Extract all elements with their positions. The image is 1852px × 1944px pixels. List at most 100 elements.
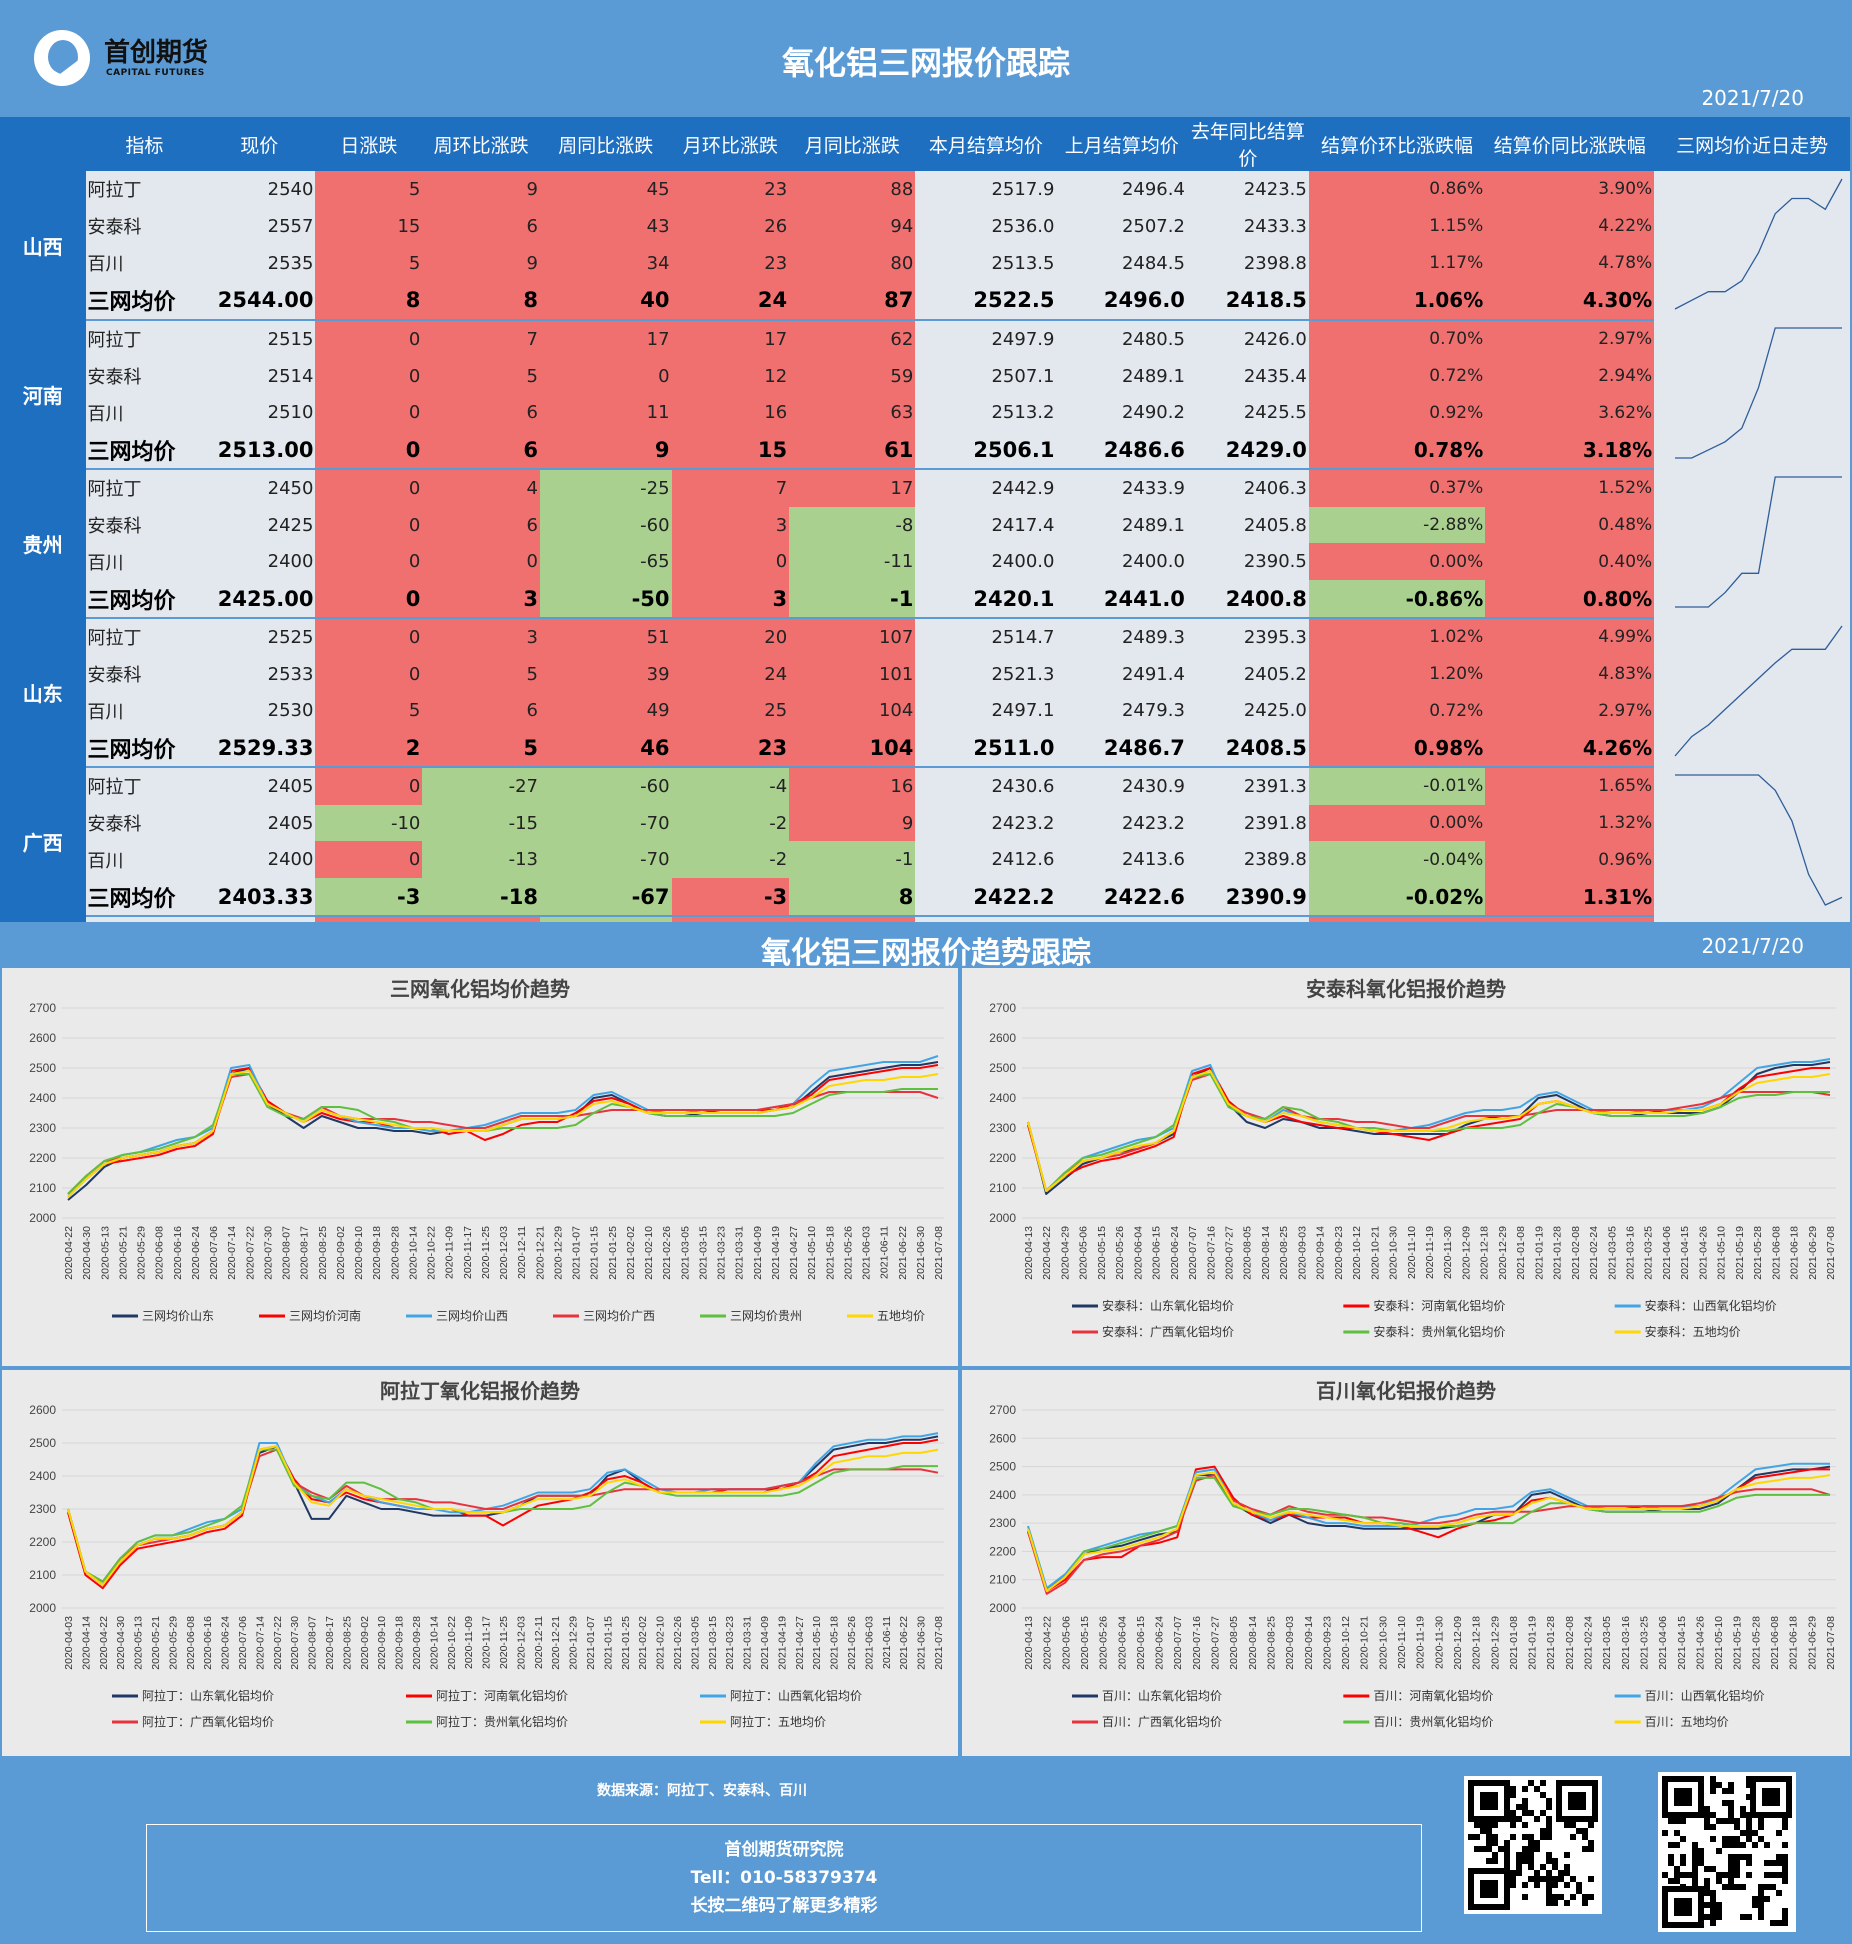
series-line	[67, 1070, 939, 1198]
y-tick-label: 2400	[29, 1469, 56, 1483]
x-tick-label: 2021-07-08	[1825, 1226, 1837, 1280]
table-cell: 15	[671, 431, 790, 470]
x-tick-label: 2020-11-30	[1433, 1616, 1445, 1669]
x-tick-label: 2021-05-10	[806, 1226, 818, 1280]
table-cell: 4.30%	[1485, 281, 1655, 322]
x-tick-label: 2021-06-18	[1788, 1616, 1800, 1670]
table-cell: 2429.0	[1186, 431, 1309, 470]
table-cell: 0.86%	[1308, 171, 1486, 208]
x-tick-label: 2020-06-16	[172, 1226, 184, 1280]
x-tick-label: 2021-04-15	[1679, 1226, 1691, 1280]
x-tick-label: 2021-06-22	[898, 1616, 910, 1670]
x-tick-label: 2020-04-30	[81, 1226, 93, 1280]
table-cell: 2389.8	[1186, 841, 1309, 879]
x-tick-label: 2020-05-13	[133, 1616, 145, 1670]
x-tick-label: 2020-10-22	[446, 1616, 458, 1670]
y-tick-label: 2500	[29, 1061, 56, 1075]
table-cell: 2403.33	[203, 878, 316, 917]
table-cell: 1.06%	[1308, 281, 1486, 322]
x-tick-label: 2021-02-10	[655, 1616, 667, 1670]
table-cell: -27	[422, 767, 540, 805]
column-header: 日涨跌	[315, 117, 423, 171]
qr-code-icon[interactable]	[1658, 1772, 1796, 1932]
x-tick-label: 2021-03-05	[689, 1616, 701, 1670]
table-cell: 2535	[203, 244, 316, 282]
x-tick-label: 2021-03-31	[734, 1226, 746, 1280]
series-line	[67, 1064, 939, 1195]
table-cell: 2423.2	[1056, 804, 1187, 842]
x-tick-label: 2020-08-14	[1247, 1616, 1259, 1670]
legend-label: 阿拉丁：五地均价	[730, 1714, 826, 1729]
row-label: 安泰科	[85, 655, 204, 693]
phone-number[interactable]: Tell：010-58379374	[690, 1868, 878, 1888]
chart-title: 百川氧化铝报价趋势	[1316, 1379, 1496, 1403]
x-tick-label: 2020-08-05	[1242, 1226, 1254, 1280]
x-tick-label: 2021-01-08	[1508, 1616, 1520, 1670]
table-cell: 2517.9	[915, 171, 1057, 208]
qr-code-icon[interactable]	[1464, 1776, 1602, 1914]
avg-row: 三网均价 2425.00 0 3 -50 3 -1 2420.1 2441.0 2400.8 -0.…	[0, 580, 1850, 619]
x-tick-label: 2021-05-19	[1732, 1616, 1744, 1670]
x-tick-label: 2021-02-08	[1564, 1616, 1576, 1670]
table-cell: 2405	[203, 804, 316, 842]
x-tick-label: 2020-04-03	[63, 1616, 75, 1670]
table-cell: 4.99%	[1485, 618, 1655, 656]
series-line	[67, 1448, 939, 1583]
x-tick-label: 2020-04-22	[1041, 1226, 1053, 1280]
series-line	[67, 1445, 939, 1586]
table-header: 指标 现价 日涨跌 周环比涨跌 周同比涨跌 月环比涨跌 月同比涨跌 本月结算均价 上月结算均价去…	[0, 117, 1850, 171]
x-tick-label: 2021-02-08	[1570, 1226, 1582, 1280]
legend-label: 阿拉丁：广西氧化铝均价	[142, 1714, 274, 1729]
table-cell: 4.78%	[1485, 244, 1655, 282]
table-cell: -1	[789, 580, 916, 619]
x-tick-label: 2020-07-07	[1187, 1226, 1199, 1280]
table-cell: -2.88%	[1308, 506, 1486, 544]
avg-row: 三网均价 2544.00 8 8 40 24 87 2522.5 2496.0 2418.5 1.0…	[0, 281, 1850, 322]
x-tick-label: 2021-03-16	[1620, 1616, 1632, 1670]
x-tick-label: 2021-01-15	[589, 1226, 601, 1280]
table-cell: 2400	[203, 841, 316, 879]
table-cell: -60	[540, 767, 672, 805]
table-cell: 2426.0	[1186, 320, 1309, 358]
table-cell: 4.83%	[1485, 655, 1655, 693]
line-chart: 三网氧化铝均价趋势 2000 2100 2200 2300 2400 2500 2600 270…	[29, 977, 945, 1323]
table-cell: 2490.2	[1056, 394, 1187, 432]
x-tick-label: 2021-01-28	[1552, 1226, 1564, 1280]
table-cell: 2515	[203, 320, 316, 358]
x-tick-label: 2020-05-15	[1079, 1616, 1091, 1670]
x-tick-label: 2020-12-09	[1460, 1226, 1472, 1280]
x-tick-label: 2020-08-05	[1228, 1616, 1240, 1670]
legend-label: 百川：河南氧化铝均价	[1373, 1688, 1493, 1703]
table-cell: 80	[789, 244, 916, 282]
legend-label: 阿拉丁：山东氧化铝均价	[142, 1688, 274, 1703]
table-cell: 12	[671, 357, 790, 395]
table-cell: 2480.5	[1056, 320, 1187, 358]
table-cell: 0.80%	[1485, 580, 1655, 619]
table-cell: 4	[422, 469, 540, 507]
avg-row: 三网均价 2529.33 2 5 46 23 104 2511.0 2486.7 2408.5 0.…	[0, 729, 1850, 768]
table-cell: 5	[422, 655, 540, 693]
table-cell: 2.94%	[1485, 357, 1655, 395]
x-tick-label: 2020-06-08	[185, 1616, 197, 1670]
x-tick-label: 2020-06-24	[220, 1616, 232, 1670]
x-tick-label: 2020-10-21	[1369, 1226, 1381, 1280]
x-tick-label: 2020-08-07	[281, 1226, 293, 1280]
sparkline	[1654, 469, 1850, 618]
table-cell: 104	[789, 692, 916, 730]
table-cell: 0	[315, 618, 423, 656]
table-cell: 2425.0	[1186, 692, 1309, 730]
x-tick-label: 2020-06-04	[1116, 1616, 1128, 1670]
table-cell: 2513.5	[915, 244, 1057, 282]
series-line	[67, 1073, 938, 1195]
legend-label: 三网均价山西	[436, 1309, 508, 1323]
x-tick-label: 2020-09-18	[371, 1226, 383, 1280]
x-tick-label: 2021-06-11	[879, 1226, 891, 1279]
table-cell: 9	[540, 431, 672, 470]
column-header: 上月结算均价	[1056, 117, 1187, 171]
table-cell: 2514	[203, 357, 316, 395]
x-tick-label: 2020-06-16	[202, 1616, 214, 1670]
x-tick-label: 2021-05-28	[1750, 1616, 1762, 1670]
legend-label: 三网均价山东	[142, 1309, 214, 1323]
x-tick-label: 2020-05-29	[136, 1226, 148, 1280]
x-tick-label: 2020-06-08	[154, 1226, 166, 1280]
